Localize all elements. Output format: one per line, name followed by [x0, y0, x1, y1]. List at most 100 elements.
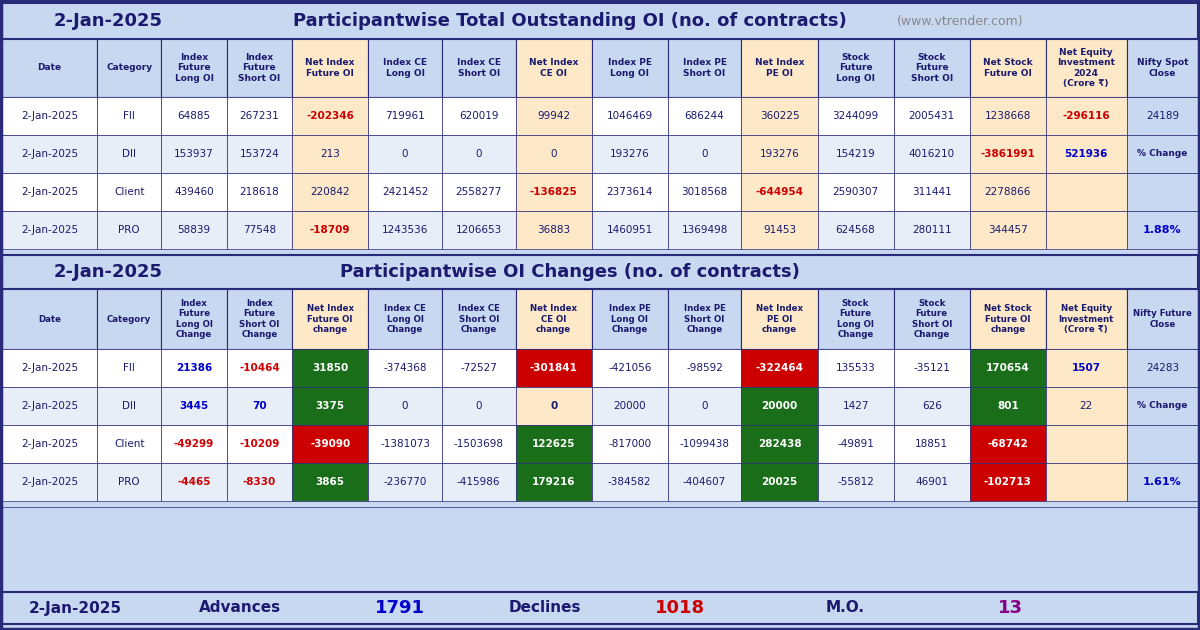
Bar	[97, 135, 161, 173]
Bar	[667, 97, 742, 135]
Text: 521936: 521936	[1064, 149, 1108, 159]
Text: 193276: 193276	[610, 149, 649, 159]
Text: Net Equity
Investment
2024
(Crore ₹): Net Equity Investment 2024 (Crore ₹)	[1057, 48, 1115, 88]
Text: -322464: -322464	[756, 363, 804, 373]
Text: -644954: -644954	[756, 187, 804, 197]
Text: Index
Future
Short OI: Index Future Short OI	[239, 53, 281, 83]
Text: -415986: -415986	[457, 477, 500, 487]
Bar	[592, 97, 667, 135]
Text: Index CE
Short OI
Change: Index CE Short OI Change	[457, 304, 499, 334]
Text: 18851: 18851	[916, 439, 948, 449]
Bar	[894, 211, 970, 249]
Bar	[516, 425, 592, 463]
Bar	[442, 387, 516, 425]
Text: Index PE
Long OI: Index PE Long OI	[607, 59, 652, 77]
Text: 2590307: 2590307	[833, 187, 878, 197]
Text: 0: 0	[550, 401, 557, 411]
Text: -421056: -421056	[608, 363, 652, 373]
Text: Stock
Future
Short OI
Change: Stock Future Short OI Change	[912, 299, 952, 339]
Text: 22: 22	[1080, 401, 1093, 411]
Bar	[227, 97, 292, 135]
Text: -374368: -374368	[383, 363, 427, 373]
Text: Client: Client	[114, 187, 144, 197]
Text: Index CE
Short OI: Index CE Short OI	[457, 59, 500, 77]
Bar	[292, 463, 368, 501]
Text: 3244099: 3244099	[833, 111, 878, 121]
Text: 46901: 46901	[916, 477, 948, 487]
Bar	[97, 289, 161, 349]
Text: 0: 0	[475, 149, 482, 159]
Bar	[161, 289, 227, 349]
Text: 1.61%: 1.61%	[1142, 477, 1182, 487]
Text: PRO: PRO	[119, 225, 140, 235]
Bar	[2, 173, 97, 211]
Text: 282438: 282438	[757, 439, 802, 449]
Bar	[97, 387, 161, 425]
Bar	[1127, 387, 1198, 425]
Text: 1206653: 1206653	[456, 225, 502, 235]
Text: 1238668: 1238668	[984, 111, 1031, 121]
Bar	[516, 97, 592, 135]
Text: 0: 0	[475, 401, 482, 411]
Bar	[970, 173, 1046, 211]
Bar	[894, 173, 970, 211]
Bar	[894, 349, 970, 387]
Text: 21386: 21386	[176, 363, 212, 373]
Bar	[97, 349, 161, 387]
Text: 20000: 20000	[613, 401, 646, 411]
Bar	[1127, 289, 1198, 349]
Bar	[667, 173, 742, 211]
Bar	[970, 463, 1046, 501]
Text: 344457: 344457	[988, 225, 1027, 235]
Bar	[970, 425, 1046, 463]
Text: 801: 801	[997, 401, 1019, 411]
Bar	[817, 39, 894, 97]
Text: Index
Future
Short OI
Change: Index Future Short OI Change	[239, 299, 280, 339]
Bar	[227, 387, 292, 425]
Bar	[1127, 463, 1198, 501]
Bar	[97, 463, 161, 501]
Text: 1243536: 1243536	[382, 225, 428, 235]
Bar	[1046, 211, 1127, 249]
Text: 626: 626	[922, 401, 942, 411]
Text: Net Equity
Investment
(Crore ₹): Net Equity Investment (Crore ₹)	[1058, 304, 1114, 334]
Bar	[667, 349, 742, 387]
Bar	[592, 39, 667, 97]
Bar	[817, 211, 894, 249]
Bar	[592, 289, 667, 349]
Text: (www.vtrender.com): (www.vtrender.com)	[896, 14, 1024, 28]
Bar	[442, 135, 516, 173]
Bar	[667, 135, 742, 173]
Text: 153724: 153724	[240, 149, 280, 159]
Text: 20000: 20000	[761, 401, 798, 411]
Bar	[2, 3, 1198, 39]
Text: Declines: Declines	[509, 600, 581, 616]
Text: FII: FII	[124, 111, 136, 121]
Bar	[368, 39, 442, 97]
Text: Index PE
Short OI: Index PE Short OI	[683, 59, 727, 77]
Text: 1507: 1507	[1072, 363, 1100, 373]
Bar	[292, 173, 368, 211]
Bar	[2, 39, 97, 97]
Text: 218618: 218618	[240, 187, 280, 197]
Text: Index CE
Long OI
Change: Index CE Long OI Change	[384, 304, 426, 334]
Text: -18709: -18709	[310, 225, 350, 235]
Text: -1381073: -1381073	[380, 439, 430, 449]
Text: Net Stock
Future OI
change: Net Stock Future OI change	[984, 304, 1032, 334]
Bar	[227, 349, 292, 387]
Text: 1460951: 1460951	[606, 225, 653, 235]
Bar	[442, 39, 516, 97]
Bar	[742, 211, 817, 249]
Text: -404607: -404607	[683, 477, 726, 487]
Text: -49299: -49299	[174, 439, 214, 449]
Bar	[227, 463, 292, 501]
Text: Date: Date	[37, 64, 61, 72]
Bar	[516, 39, 592, 97]
Bar	[2, 211, 97, 249]
Bar	[817, 349, 894, 387]
Text: 36883: 36883	[538, 225, 570, 235]
Bar	[97, 211, 161, 249]
Text: Index CE
Long OI: Index CE Long OI	[383, 59, 427, 77]
Text: 0: 0	[701, 149, 708, 159]
Bar	[227, 211, 292, 249]
